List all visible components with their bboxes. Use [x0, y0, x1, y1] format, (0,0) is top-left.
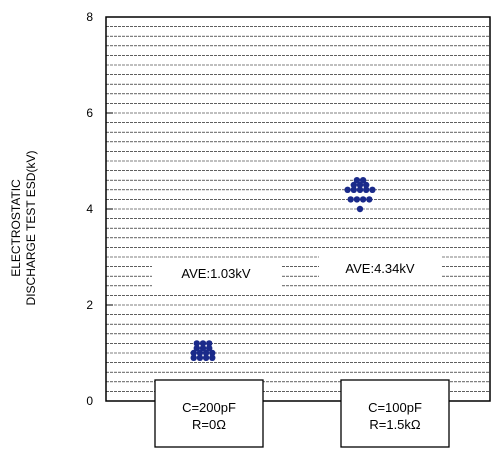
data-point: [366, 196, 373, 203]
y-axis-ticks: 0 2 4 6 8: [86, 10, 113, 408]
data-point: [347, 196, 354, 203]
y-tick-label: 6: [86, 106, 93, 120]
data-point: [359, 177, 367, 184]
data-point: [206, 340, 213, 347]
data-point: [196, 349, 204, 357]
y-tick-label: 2: [86, 298, 93, 312]
y-tick-label: 8: [86, 10, 93, 24]
data-point: [209, 349, 216, 357]
data-point: [356, 181, 364, 189]
y-axis-label-line-2: DISCHARGE TEST ESD(kV): [24, 151, 38, 306]
data-point: [359, 196, 367, 203]
category-label-line: C=200pF: [182, 400, 236, 415]
y-tick-label: 0: [86, 394, 93, 408]
average-label-bg: [152, 259, 281, 289]
category-box: [340, 379, 450, 448]
data-point: [199, 345, 207, 352]
category-label-line: R=0Ω: [192, 417, 226, 432]
average-label: AVE:4.34kV: [345, 261, 414, 276]
data-point: [199, 340, 207, 347]
y-tick-label: 4: [86, 202, 93, 216]
category-boxes: C=200pF R=0Ω C=100pF R=1.5kΩ: [154, 379, 450, 448]
category-label-line: C=100pF: [368, 400, 422, 415]
average-label: AVE:1.03kV: [181, 266, 250, 281]
category-label-line: R=1.5kΩ: [369, 417, 421, 432]
data-point: [202, 349, 210, 357]
data-point: [350, 186, 357, 193]
data-point: [350, 181, 357, 189]
category-box: [154, 379, 264, 448]
data-point: [196, 354, 204, 361]
data-point: [344, 186, 351, 193]
data-point: [353, 196, 361, 203]
data-point: [369, 186, 376, 193]
grid-lines: [106, 26, 490, 392]
data-point: [363, 186, 370, 193]
data-point: [193, 345, 200, 352]
data-point: [363, 181, 370, 189]
average-label-layer: AVE:1.03kV AVE:4.34kV: [152, 254, 441, 289]
data-point: [190, 354, 197, 361]
data-point: [209, 354, 216, 361]
data-points: [190, 177, 376, 361]
data-point: [202, 354, 210, 361]
data-point: [193, 340, 200, 347]
data-point: [190, 349, 197, 357]
data-point: [353, 177, 361, 184]
data-point: [206, 345, 213, 352]
average-label-bg: [319, 254, 441, 284]
data-point: [356, 205, 364, 213]
y-axis-label-line-1: ELECTROSTATIC: [9, 179, 23, 277]
data-point: [356, 186, 364, 193]
